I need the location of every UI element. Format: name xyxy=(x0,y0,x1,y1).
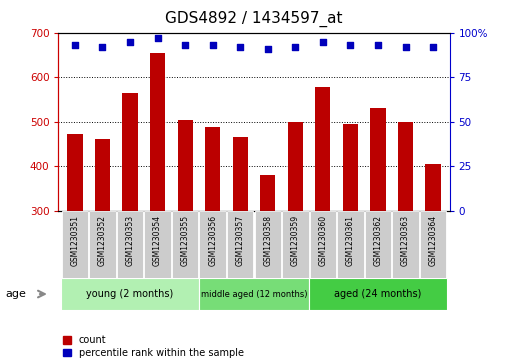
Bar xyxy=(426,164,440,211)
Bar xyxy=(260,175,275,211)
Bar xyxy=(199,278,309,310)
Text: GSM1230364: GSM1230364 xyxy=(429,215,437,266)
Bar xyxy=(343,124,358,211)
Point xyxy=(346,42,355,48)
Text: GSM1230362: GSM1230362 xyxy=(373,215,383,266)
Point xyxy=(209,42,217,48)
Text: GSM1230356: GSM1230356 xyxy=(208,215,217,266)
Bar xyxy=(365,211,391,278)
Text: GDS4892 / 1434597_at: GDS4892 / 1434597_at xyxy=(165,11,343,27)
Bar xyxy=(62,211,88,278)
Bar xyxy=(205,127,220,211)
Bar xyxy=(95,139,110,211)
Bar xyxy=(122,93,138,211)
Point xyxy=(71,42,79,48)
Bar xyxy=(392,211,419,278)
Point xyxy=(264,46,272,52)
Text: GSM1230360: GSM1230360 xyxy=(319,215,327,266)
Text: GSM1230355: GSM1230355 xyxy=(181,215,189,266)
Text: GSM1230354: GSM1230354 xyxy=(153,215,162,266)
Bar xyxy=(310,211,336,278)
Text: young (2 months): young (2 months) xyxy=(86,289,174,299)
Point xyxy=(153,35,162,41)
Text: GSM1230353: GSM1230353 xyxy=(125,215,135,266)
Bar xyxy=(172,211,198,278)
Bar xyxy=(200,211,226,278)
Text: GSM1230363: GSM1230363 xyxy=(401,215,410,266)
Text: GSM1230357: GSM1230357 xyxy=(236,215,245,266)
Text: GSM1230358: GSM1230358 xyxy=(263,215,272,266)
Bar xyxy=(337,211,364,278)
Point xyxy=(236,44,244,50)
Point xyxy=(374,42,382,48)
Bar xyxy=(420,211,446,278)
Text: GSM1230359: GSM1230359 xyxy=(291,215,300,266)
Point xyxy=(126,38,134,44)
Bar xyxy=(178,120,193,211)
Point xyxy=(291,44,299,50)
Bar xyxy=(150,53,165,211)
Point xyxy=(99,44,107,50)
Bar xyxy=(144,211,171,278)
Bar xyxy=(61,278,199,310)
Bar xyxy=(282,211,308,278)
Bar xyxy=(227,211,253,278)
Text: middle aged (12 months): middle aged (12 months) xyxy=(201,290,307,298)
Text: aged (24 months): aged (24 months) xyxy=(334,289,422,299)
Bar xyxy=(315,87,330,211)
Point xyxy=(319,38,327,44)
Text: age: age xyxy=(5,289,26,299)
Bar xyxy=(288,122,303,211)
Bar xyxy=(68,134,82,211)
Point xyxy=(429,44,437,50)
Bar xyxy=(398,122,413,211)
Bar xyxy=(233,137,248,211)
Text: GSM1230361: GSM1230361 xyxy=(346,215,355,266)
Point xyxy=(401,44,409,50)
Bar xyxy=(309,278,447,310)
Point xyxy=(181,42,189,48)
Text: GSM1230352: GSM1230352 xyxy=(98,215,107,266)
Legend: count, percentile rank within the sample: count, percentile rank within the sample xyxy=(64,335,244,358)
Text: GSM1230351: GSM1230351 xyxy=(71,215,79,266)
Bar xyxy=(255,211,281,278)
Bar xyxy=(370,108,386,211)
Bar xyxy=(117,211,143,278)
Bar xyxy=(89,211,116,278)
